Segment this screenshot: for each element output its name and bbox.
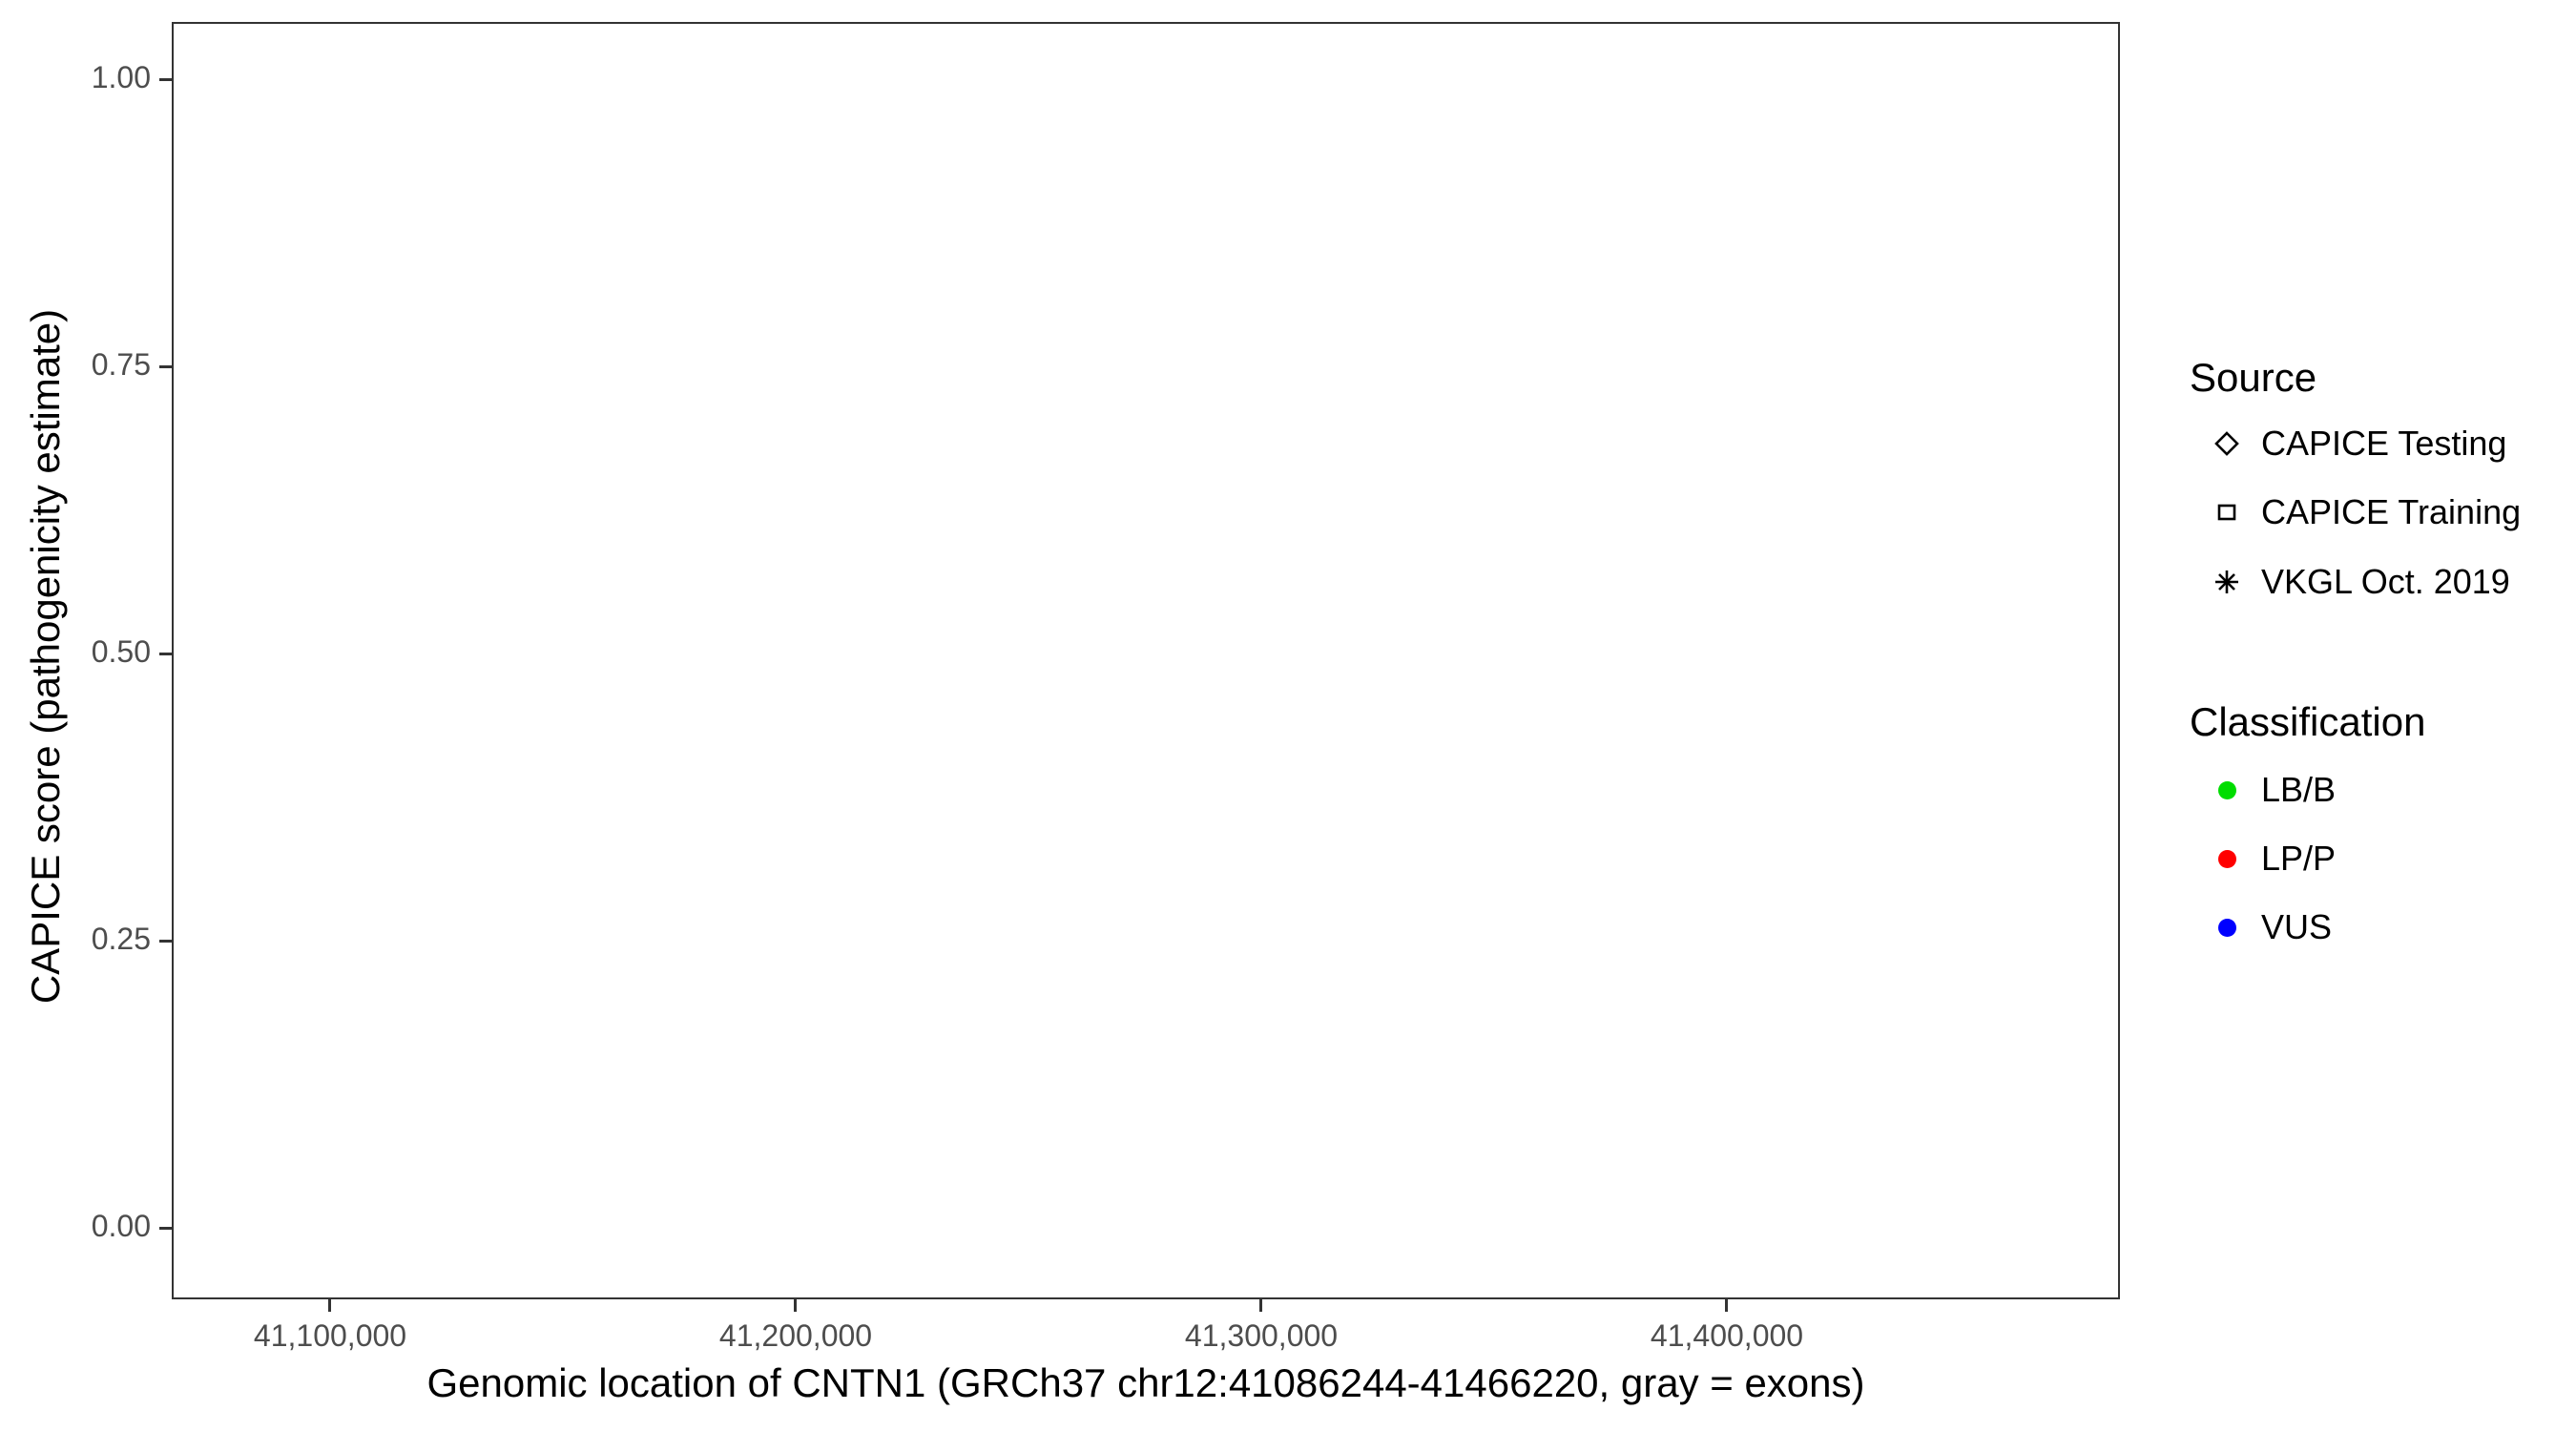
y-tick-mark (159, 653, 172, 655)
plot-panel (172, 22, 2120, 1299)
legend-item-lpp: LP/P (2206, 838, 2336, 880)
x-tick-mark (328, 1299, 331, 1312)
legend-item-label: LP/P (2261, 839, 2337, 878)
legend-item-capice-testing: CAPICE Testing (2206, 423, 2506, 465)
legend-source-title: Source (2190, 355, 2317, 400)
red-dot-icon (2206, 849, 2248, 868)
y-tick-label: 0.25 (91, 922, 151, 956)
green-dot-icon (2206, 780, 2248, 799)
y-tick-label: 0.50 (91, 634, 151, 669)
y-tick-mark (159, 1227, 172, 1230)
legend-item-label: CAPICE Testing (2261, 424, 2507, 463)
y-tick-label: 1.00 (91, 60, 151, 94)
y-tick-label: 0.75 (91, 347, 151, 382)
legend-classification-title: Classification (2190, 699, 2426, 744)
legend-item-vus: VUS (2206, 906, 2332, 948)
x-tick-label: 41,400,000 (1650, 1318, 1804, 1353)
x-tick-mark (1725, 1299, 1728, 1312)
x-axis-title: Genomic location of CNTN1 (GRCh37 chr12:… (426, 1360, 1865, 1405)
x-tick-mark (1259, 1299, 1262, 1312)
y-tick-label: 0.00 (91, 1209, 151, 1243)
y-tick-mark (159, 940, 172, 943)
legend-item-label: VUS (2261, 907, 2333, 946)
legend-item-vkgl: VKGL Oct. 2019 (2206, 561, 2510, 603)
y-tick-mark (159, 78, 172, 81)
x-tick-label: 41,100,000 (253, 1318, 407, 1353)
x-tick-label: 41,300,000 (1184, 1318, 1339, 1353)
square-icon (2206, 503, 2248, 522)
y-tick-mark (159, 365, 172, 368)
diamond-icon (2206, 431, 2248, 456)
legend-item-lbb: LB/B (2206, 769, 2336, 811)
y-axis-title: CAPICE score (pathogenicity estimate) (23, 308, 68, 1005)
legend-item-capice-training: CAPICE Training (2206, 491, 2521, 533)
legend-item-label: VKGL Oct. 2019 (2261, 562, 2510, 601)
legend-item-label: CAPICE Training (2261, 492, 2522, 531)
x-tick-mark (794, 1299, 797, 1312)
asterisk-icon (2206, 569, 2248, 595)
x-tick-label: 41,200,000 (718, 1318, 873, 1353)
blue-dot-icon (2206, 918, 2248, 937)
legend-item-label: LB/B (2261, 770, 2337, 809)
